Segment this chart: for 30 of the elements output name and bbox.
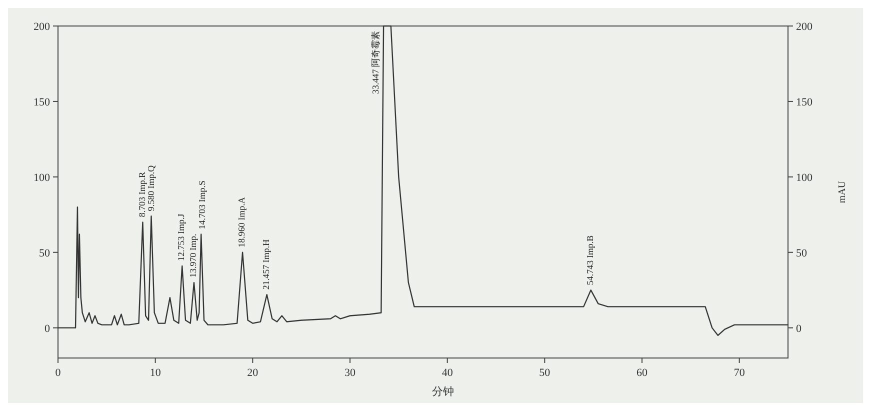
y-tick-label: 150 <box>34 96 50 108</box>
annotation: 33.447 阿奇霉素 <box>370 31 381 94</box>
annotation: 54.743 Imp.B <box>584 235 595 286</box>
x-tick-label: 30 <box>344 367 356 379</box>
x-tick-label: 20 <box>247 367 259 379</box>
annotation: 8.703 Imp.R <box>136 172 147 218</box>
y-tick-label: 100 <box>34 172 50 184</box>
y-tick-label: 0 <box>44 322 50 335</box>
annotation: 21.457 Imp.H <box>260 238 271 290</box>
x-tick-label: 60 <box>636 367 648 379</box>
annotation: 9.580 Imp.Q <box>146 164 156 212</box>
annotation: 13.970 Imp. <box>188 234 198 278</box>
line-series <box>57 25 789 336</box>
y2-tick-label: 100 <box>796 172 813 184</box>
y-tick-label: 200 <box>34 21 50 33</box>
y2-tick-label: 200 <box>796 21 813 33</box>
y2-tick-label: 50 <box>796 247 808 260</box>
y2-tick-label: 150 <box>796 96 813 108</box>
annotation: 12.753 Imp.J <box>176 213 186 261</box>
annotation: 18.960 Imp.A <box>236 196 247 248</box>
x-tick-label: 40 <box>442 367 454 379</box>
annotation: 14.703 Imp.S <box>197 180 208 230</box>
x-tick-label: 50 <box>539 367 551 379</box>
y-tick-label: 50 <box>39 247 50 260</box>
x-tick-label: 10 <box>150 367 162 379</box>
x-tick-label: 70 <box>734 367 746 379</box>
y2-tick-label: 0 <box>796 322 802 335</box>
x-tick-label: 0 <box>55 367 62 379</box>
y2-axis-title: mAU <box>837 180 848 204</box>
x-axis-title: 分钟 <box>432 386 454 398</box>
